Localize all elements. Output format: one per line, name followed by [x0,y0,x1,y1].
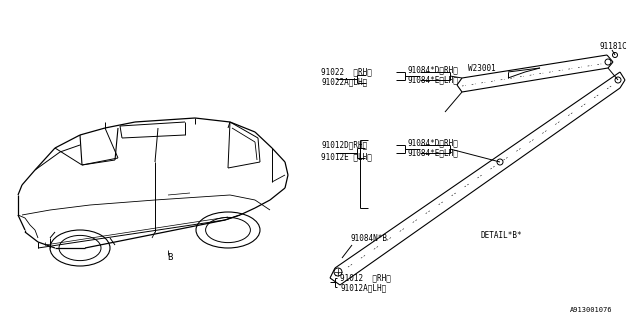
Text: 91181C: 91181C [600,42,628,51]
Text: 91084*E〈LH〉: 91084*E〈LH〉 [407,76,458,84]
Text: 91084*E〈LH〉: 91084*E〈LH〉 [407,148,458,157]
Text: B: B [167,253,173,262]
Text: W23001: W23001 [468,63,496,73]
Text: 91012E 〈LH〉: 91012E 〈LH〉 [321,153,372,162]
Text: DETAIL*B*: DETAIL*B* [480,230,522,239]
Text: 91012A〈LH〉: 91012A〈LH〉 [340,284,387,292]
Text: A913001076: A913001076 [570,307,612,313]
Text: 91084N*B: 91084N*B [350,234,387,243]
Text: 91012  〈RH〉: 91012 〈RH〉 [340,274,391,283]
Text: 91022A〈LH〉: 91022A〈LH〉 [321,77,367,86]
Text: 91022  〈RH〉: 91022 〈RH〉 [321,68,372,76]
Text: 91084*D〈RH〉: 91084*D〈RH〉 [407,139,458,148]
Text: 91084*D〈RH〉: 91084*D〈RH〉 [407,66,458,75]
Text: 91012D〈RH〉: 91012D〈RH〉 [321,140,367,149]
